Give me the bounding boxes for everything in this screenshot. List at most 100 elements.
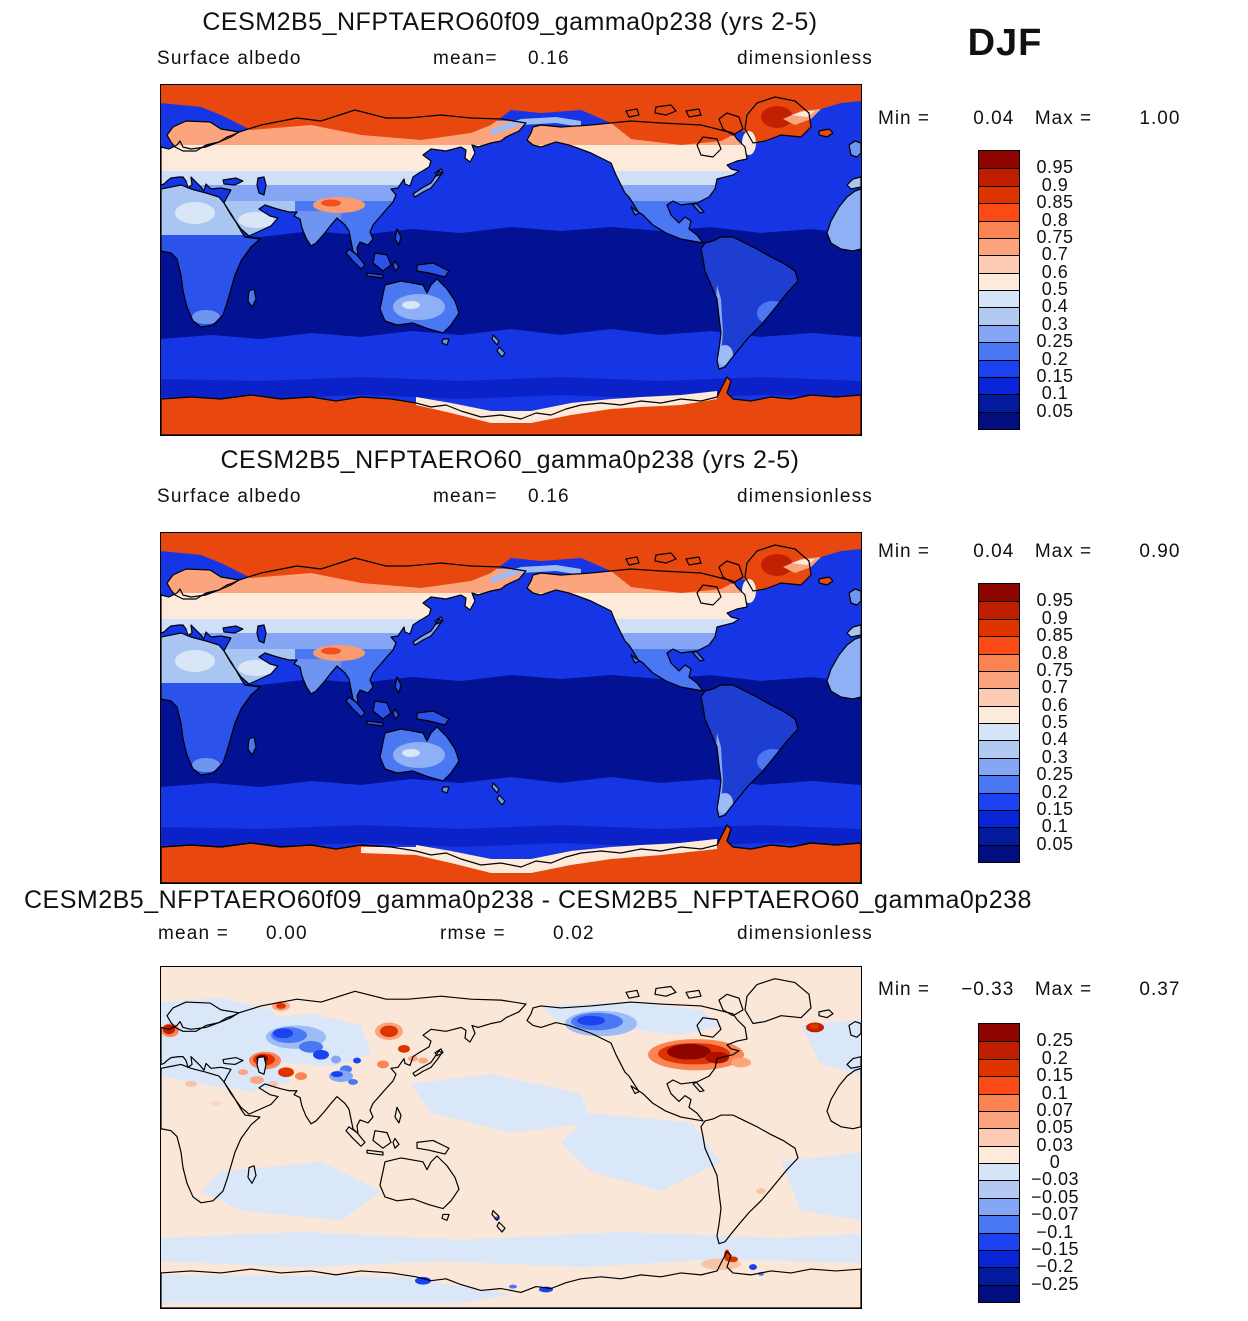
- colorbar-tick-label: 0.2: [1041, 348, 1069, 369]
- colorbar-tick-label: 0.15: [1036, 798, 1074, 819]
- colorbar-segment: [979, 723, 1019, 741]
- colorbar-tick-label: 0.05: [1036, 400, 1074, 421]
- colorbar-tick-label: 0.5: [1041, 279, 1069, 299]
- colorbar-tick-label: 0.6: [1041, 694, 1069, 715]
- colorbar-tick-label: 0.95: [1036, 590, 1074, 611]
- colorbar-tick-label: 0.3: [1041, 746, 1069, 767]
- colorbar-segment: [979, 809, 1019, 828]
- colorbar-tick-label: −0.25: [1030, 1273, 1080, 1294]
- colorbar-segment: [979, 740, 1019, 758]
- colorbar-bar: [978, 583, 1020, 863]
- colorbar-tick-label: 0.25: [1036, 764, 1074, 785]
- difference-map: [160, 966, 862, 1309]
- colorbar-panel3: 0.25 0.2 0.15 0.1 0.07 0.05 0.03 0 −0.03 −0.05 −0.…: [978, 1023, 1108, 1303]
- panel2-max-label: Max =: [1034, 541, 1093, 562]
- colorbar-tick-label: 0.85: [1036, 192, 1074, 213]
- colorbar-segment: [979, 342, 1019, 360]
- colorbar-segment: [979, 792, 1019, 810]
- antarctic-fringe-case2: [361, 839, 717, 873]
- colorbar-segment: [979, 1284, 1019, 1302]
- colorbar-segment: [979, 1232, 1019, 1250]
- colorbar-tick-label: 0.25: [1036, 1030, 1074, 1051]
- colorbar-tick-label: −0.2: [1036, 1256, 1074, 1277]
- colorbar-tick-label: 0.2: [1041, 1047, 1069, 1068]
- panel3-rmse-value: 0.02: [553, 923, 595, 944]
- panel3-max-label: Max =: [1034, 979, 1093, 1000]
- colorbar-segment: [979, 185, 1019, 204]
- colorbar-tick-label: 0.75: [1036, 226, 1074, 247]
- colorbar-panel1: 0.95 0.9 0.85 0.8 0.75 0.7 0.6 0.5 0.4 0.3 0.25 0.2…: [978, 150, 1108, 430]
- colorbar-tick-label: 0.6: [1041, 261, 1069, 282]
- colorbar-tick-label: −0.07: [1030, 1204, 1080, 1225]
- colorbar-segment: [979, 705, 1019, 723]
- albedo-map-case1: [160, 84, 862, 436]
- colorbar-segment: [979, 220, 1019, 238]
- colorbar-tick-label: 0.5: [1041, 712, 1069, 732]
- panel1-mean-value: 0.16: [528, 48, 570, 69]
- colorbar-segment: [979, 237, 1019, 256]
- colorbar-segment: [979, 324, 1019, 343]
- panel3-rmse-label: rmse =: [440, 923, 506, 944]
- colorbar-tick-label: 0.15: [1036, 1065, 1074, 1086]
- colorbar-segment: [979, 1197, 1019, 1216]
- colorbar-tick-label: 0.95: [1036, 157, 1074, 178]
- colorbar-segment: [979, 1128, 1019, 1146]
- panel3-title: CESM2B5_NFPTAERO60f09_gamma0p238 - CESM2…: [24, 886, 1032, 914]
- colorbar-segment: [979, 1249, 1019, 1268]
- colorbar-segment: [979, 307, 1019, 325]
- colorbar-tick-label: 0.25: [1036, 331, 1074, 352]
- colorbar-segment: [979, 1076, 1019, 1094]
- colorbar-tick-label: 0.1: [1041, 816, 1069, 837]
- colorbar-tick-label: 0.4: [1041, 296, 1069, 317]
- colorbar-segment: [979, 1180, 1019, 1198]
- colorbar-tick-label: 0.05: [1036, 1117, 1074, 1138]
- colorbar-segment: [979, 844, 1019, 862]
- panel1-min-label: Min =: [878, 108, 930, 129]
- colorbar-tick-label: 0.7: [1041, 244, 1069, 265]
- colorbar-tick-label: 0.3: [1041, 313, 1069, 334]
- panel2-minmax-row: Min = 0.04 Max = 0.90: [878, 541, 1180, 563]
- panel2-units: dimensionless: [737, 486, 873, 507]
- colorbar-tick-label: 0.1: [1041, 1082, 1069, 1103]
- colorbar-segment: [979, 1215, 1019, 1233]
- colorbar-segment: [979, 1093, 1019, 1111]
- colorbar-segment: [979, 394, 1019, 412]
- colorbar-segment: [979, 1058, 1019, 1077]
- colorbar-segment: [979, 203, 1019, 221]
- panel1-units: dimensionless: [737, 48, 873, 69]
- colorbar-segment: [979, 411, 1019, 429]
- panel3-max-value: 0.37: [1139, 979, 1181, 1000]
- panel2-min-value: 0.04: [973, 541, 1015, 562]
- panel3-min-value: −0.33: [961, 979, 1015, 1000]
- albedo-map-case2-svg: [161, 533, 861, 883]
- panel2-title: CESM2B5_NFPTAERO60_gamma0p238 (yrs 2-5): [220, 446, 800, 474]
- panel3-mean-value: 0.00: [266, 923, 308, 944]
- difference-map-svg: [161, 967, 861, 1308]
- colorbar-tick-label: 0.75: [1036, 659, 1074, 680]
- colorbar-tick-label: 0.7: [1041, 677, 1069, 698]
- colorbar-segment: [979, 670, 1019, 689]
- colorbar-tick-label: −0.03: [1030, 1169, 1080, 1190]
- panel3-mean-label: mean =: [158, 923, 230, 944]
- colorbar-tick-label: 0.15: [1036, 365, 1074, 386]
- colorbar-segment: [979, 827, 1019, 845]
- colorbar-tick-label: 0.4: [1041, 729, 1069, 750]
- colorbar-segment: [979, 1267, 1019, 1285]
- colorbar-segment: [979, 601, 1019, 619]
- colorbar-segment: [979, 359, 1019, 377]
- panel1-field-label: Surface albedo: [157, 48, 302, 69]
- colorbar-tick-label: 0.8: [1041, 209, 1069, 230]
- diff-anomaly-blobs: [161, 1001, 824, 1293]
- panel2-field-label: Surface albedo: [157, 486, 302, 507]
- albedo-map-case2: [160, 532, 862, 884]
- colorbar-tick-label: 0.2: [1041, 781, 1069, 802]
- colorbar-segment: [979, 290, 1019, 308]
- panel3-min-label: Min =: [878, 979, 930, 1000]
- colorbar-segment: [979, 1145, 1019, 1163]
- colorbar-segment: [979, 688, 1019, 706]
- colorbar-segment: [979, 653, 1019, 671]
- colorbar-tick-label: 0.8: [1041, 642, 1069, 663]
- colorbar-bar: [978, 1023, 1020, 1303]
- colorbar-tick-label: 0.05: [1036, 833, 1074, 854]
